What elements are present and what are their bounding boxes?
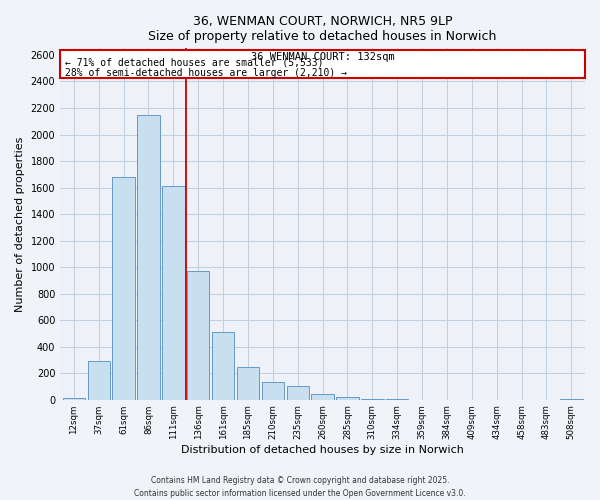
Bar [62,398,85,400]
Bar [336,397,359,400]
X-axis label: Distribution of detached houses by size in Norwich: Distribution of detached houses by size … [181,445,464,455]
Bar [262,382,284,400]
Bar [361,398,383,400]
Text: ← 71% of detached houses are smaller (5,533): ← 71% of detached houses are smaller (5,… [65,58,323,68]
Bar [287,386,309,400]
Title: 36, WENMAN COURT, NORWICH, NR5 9LP
Size of property relative to detached houses : 36, WENMAN COURT, NORWICH, NR5 9LP Size … [148,15,497,43]
Bar [137,114,160,400]
Y-axis label: Number of detached properties: Number of detached properties [15,136,25,312]
Text: 36 WENMAN COURT: 132sqm: 36 WENMAN COURT: 132sqm [251,52,394,62]
Bar [212,332,234,400]
Text: 28% of semi-detached houses are larger (2,210) →: 28% of semi-detached houses are larger (… [65,68,347,78]
Text: Contains HM Land Registry data © Crown copyright and database right 2025.
Contai: Contains HM Land Registry data © Crown c… [134,476,466,498]
Bar [162,186,185,400]
Bar [560,399,583,400]
Bar [237,367,259,400]
FancyBboxPatch shape [60,50,585,78]
Bar [187,271,209,400]
Bar [311,394,334,400]
Bar [112,177,135,400]
Bar [88,360,110,400]
